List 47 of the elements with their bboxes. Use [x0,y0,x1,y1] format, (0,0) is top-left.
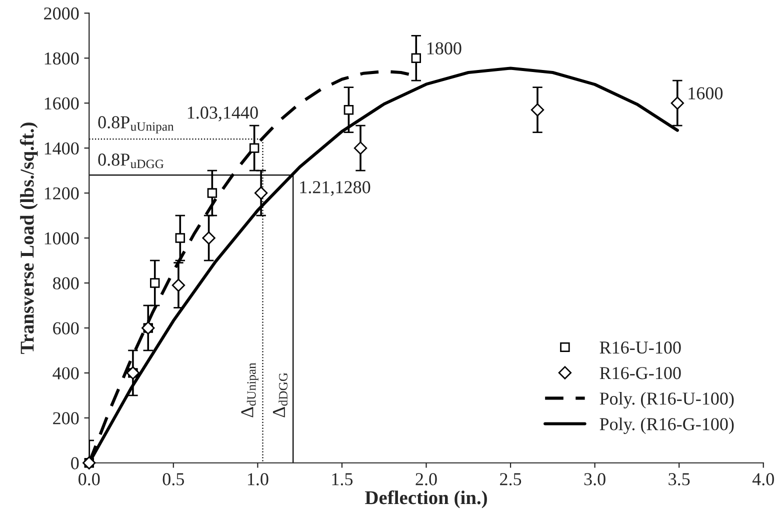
point [172,278,186,292]
legend-label: R16-U-100 [600,342,681,354]
legend-label: Poly. (R16-U-100) [600,392,734,408]
point [82,456,96,470]
x-tick-label: 1.5 [332,473,353,486]
y-tick-label: 0 [71,457,79,470]
point [207,188,218,198]
data-label: 1800 [427,42,462,54]
y-tick-label: 1200 [44,187,79,200]
annotation: 0.8P$_{uUnipan}$ [98,116,174,134]
x-tick-label: 0.0 [78,473,100,486]
point [202,231,216,245]
data-label: 1600 [688,87,723,100]
legend-label: R16-G-100 [600,367,681,380]
x-tick-label: 0.5 [162,473,184,486]
y-tick-label: 400 [52,367,79,380]
x-tick-label: 3.0 [584,473,606,486]
point [254,186,268,200]
x-tick-label: 2.5 [500,473,522,486]
x-tick-label: 3.5 [668,473,690,486]
y-tick-label: 200 [53,412,79,424]
point [670,96,684,110]
annotation: 1.03,1440 [188,106,258,122]
annotation: 1.21,1280 [300,181,370,196]
y-tick-label: 600 [53,322,79,334]
x-tick-label: 1.0 [248,473,268,486]
point [411,53,421,63]
point [150,278,160,288]
point [354,141,368,155]
point [175,233,186,243]
legend-label: Poly. (R16-G-100) [600,418,734,434]
annotation: Δ$_{dDGG}$ [272,372,288,418]
y-axis-title: Transverse Load (lbs./sq.ft.) [20,122,38,354]
y-tick-label: 2000 [44,7,79,20]
y-tick-label: 1400 [44,142,79,155]
point [249,143,260,153]
point [344,104,354,115]
annotation: Δ$_{dUnipan}$ [241,362,258,418]
y-tick-label: 1800 [44,52,79,65]
x-tick-label: 4.0 [752,473,774,486]
annotation: 0.8P$_{uDGG}$ [98,154,164,168]
x-axis-title: Deflection (in.) [365,490,487,508]
point [530,103,544,116]
x-tick-label: 2.0 [416,473,437,486]
y-tick-label: 800 [53,277,79,290]
y-tick-label: 1000 [44,232,79,244]
y-tick-label: 1600 [44,97,79,110]
